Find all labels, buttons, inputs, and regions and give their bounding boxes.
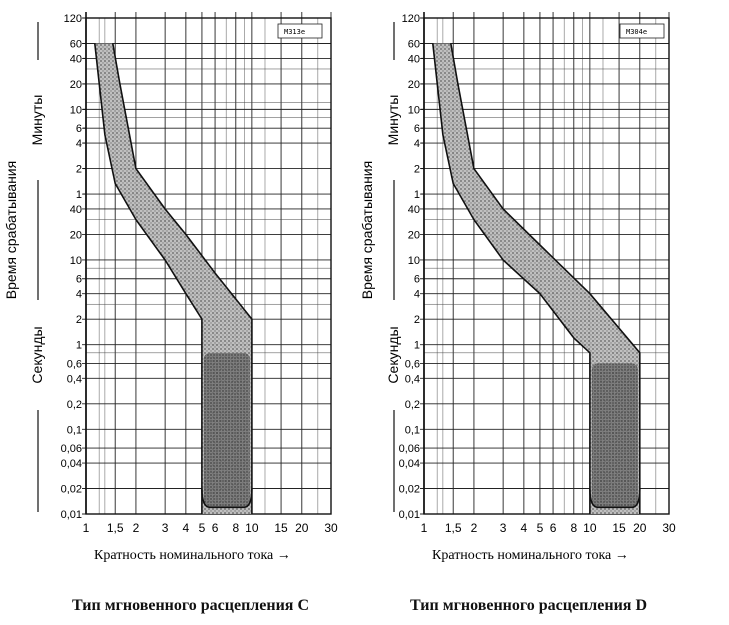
y-axis-label: Время срабатывания [3, 161, 19, 299]
y-tick-label: 120 [64, 13, 82, 25]
band-bottom-curve [201, 488, 253, 509]
y-axis-label: Время срабатывания [359, 161, 375, 299]
y-tick-label: 0,06 [61, 443, 82, 455]
x-tick-label: 20 [633, 521, 647, 535]
x-tick-label: 1 [421, 521, 428, 535]
y-tick-label: 4 [76, 138, 82, 150]
trip-band-instant [591, 363, 638, 508]
band-upper-curve [450, 43, 641, 514]
y-tick-label: 0,4 [67, 373, 82, 385]
y-tick-label: 0,2 [405, 399, 420, 411]
x-tick-label: 3 [162, 521, 169, 535]
y-tick-label: 1 [76, 340, 82, 352]
y-tick-label: 10 [408, 255, 420, 267]
y-tick-label: 20 [70, 79, 82, 91]
band-bottom-curve [589, 488, 641, 509]
y-tick-label: 0,06 [399, 443, 420, 455]
y-tick-label: 1 [414, 189, 420, 201]
trip-curve-chart-type-c: M313e12060402010642140201064210,60,40,20… [3, 12, 338, 563]
y-tick-label: 10 [70, 104, 82, 116]
x-tick-label: 10 [583, 521, 597, 535]
y-tick-label: 40 [408, 204, 420, 216]
x-axis-label: Кратность номинального тока → [94, 548, 291, 563]
x-tick-label: 2 [471, 521, 478, 535]
y-tick-label: 10 [70, 255, 82, 267]
trip-curve-chart-type-d: M304e12060402010642140201064210,60,40,20… [359, 12, 676, 563]
x-tick-label: 4 [183, 521, 190, 535]
y-axis-label-seconds: Секунды [29, 326, 45, 383]
y-axis-label-minutes: Минуты [385, 95, 401, 146]
y-tick-label: 6 [414, 274, 420, 286]
x-tick-label: 3 [500, 521, 507, 535]
y-tick-label: 4 [414, 289, 420, 301]
y-tick-label: 1 [76, 189, 82, 201]
y-tick-label: 20 [408, 229, 420, 241]
y-tick-label: 2 [414, 314, 420, 326]
x-tick-label: 4 [521, 521, 528, 535]
y-tick-label: 0,04 [399, 458, 420, 470]
caption-type-d: Тип мгновенного расцепления D [410, 597, 648, 614]
y-tick-label: 2 [76, 314, 82, 326]
x-tick-label: 30 [662, 521, 676, 535]
x-tick-label: 6 [550, 521, 557, 535]
x-tick-label: 15 [274, 521, 288, 535]
band-lower-curve [432, 43, 591, 514]
x-tick-label: 1 [83, 521, 90, 535]
x-tick-label: 2 [133, 521, 140, 535]
y-tick-label: 2 [414, 164, 420, 176]
y-tick-label: 40 [408, 53, 420, 65]
y-tick-label: 6 [76, 274, 82, 286]
y-tick-label: 40 [70, 204, 82, 216]
y-tick-label: 0,02 [399, 484, 420, 496]
y-tick-label: 0,1 [405, 424, 420, 436]
chart-code-box [619, 23, 665, 39]
y-tick-label: 4 [414, 138, 420, 150]
y-tick-label: 10 [408, 104, 420, 116]
x-tick-label: 6 [212, 521, 219, 535]
x-tick-label: 8 [570, 521, 577, 535]
y-tick-label: 60 [408, 38, 420, 50]
y-tick-label: 120 [402, 13, 420, 25]
y-tick-label: 6 [76, 123, 82, 135]
x-tick-label: 5 [199, 521, 206, 535]
y-tick-label: 0,01 [399, 509, 420, 521]
y-axis-label-minutes: Минуты [29, 95, 45, 146]
x-axis-label: Кратность номинального тока → [432, 548, 629, 563]
y-tick-label: 0,02 [61, 484, 82, 496]
y-tick-label: 4 [76, 289, 82, 301]
chart-code-box [277, 23, 323, 39]
y-tick-label: 60 [70, 38, 82, 50]
y-tick-label: 40 [70, 53, 82, 65]
y-tick-label: 0,6 [405, 358, 420, 370]
x-tick-label: 20 [295, 521, 309, 535]
x-tick-label: 1,5 [107, 521, 124, 535]
chart-code-label: M304e [626, 28, 647, 36]
y-tick-label: 0,04 [61, 458, 82, 470]
band-lower-curve [94, 43, 203, 514]
trip-band [432, 43, 640, 514]
x-tick-label: 30 [324, 521, 338, 535]
y-tick-label: 20 [70, 229, 82, 241]
y-axis-label-seconds: Секунды [385, 326, 401, 383]
chart-code-label: M313e [284, 28, 305, 36]
x-tick-label: 10 [245, 521, 259, 535]
y-tick-label: 0,01 [61, 509, 82, 521]
caption-type-c: Тип мгновенного расцепления C [72, 597, 310, 614]
x-tick-label: 15 [612, 521, 626, 535]
trip-band-instant [203, 352, 250, 508]
band-upper-curve [112, 43, 253, 514]
y-tick-label: 6 [414, 123, 420, 135]
x-tick-label: 8 [232, 521, 239, 535]
y-tick-label: 0,2 [67, 399, 82, 411]
x-tick-label: 1,5 [445, 521, 462, 535]
y-tick-label: 0,1 [67, 424, 82, 436]
y-tick-label: 2 [76, 164, 82, 176]
y-tick-label: 0,4 [405, 373, 420, 385]
y-tick-label: 20 [408, 79, 420, 91]
y-tick-label: 0,6 [67, 358, 82, 370]
x-tick-label: 5 [537, 521, 544, 535]
y-tick-label: 1 [414, 340, 420, 352]
